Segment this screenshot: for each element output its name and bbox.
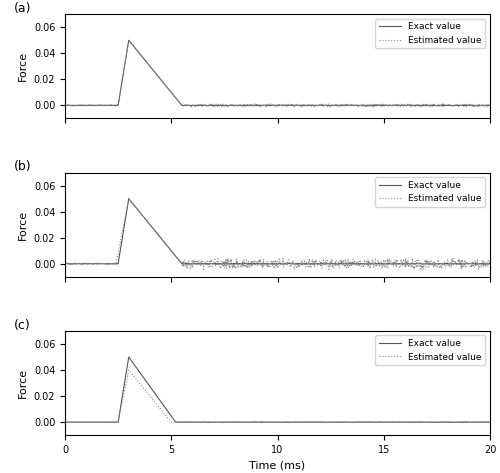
Legend: Exact value, Estimated value: Exact value, Estimated value — [375, 177, 486, 207]
Y-axis label: Force: Force — [18, 368, 28, 398]
Text: (c): (c) — [14, 319, 31, 332]
Y-axis label: Force: Force — [18, 210, 28, 240]
X-axis label: Time (ms): Time (ms) — [250, 460, 306, 471]
Text: (a): (a) — [14, 2, 32, 15]
Legend: Exact value, Estimated value: Exact value, Estimated value — [375, 335, 486, 365]
Text: (b): (b) — [14, 160, 32, 174]
Legend: Exact value, Estimated value: Exact value, Estimated value — [375, 19, 486, 48]
Y-axis label: Force: Force — [18, 51, 28, 81]
